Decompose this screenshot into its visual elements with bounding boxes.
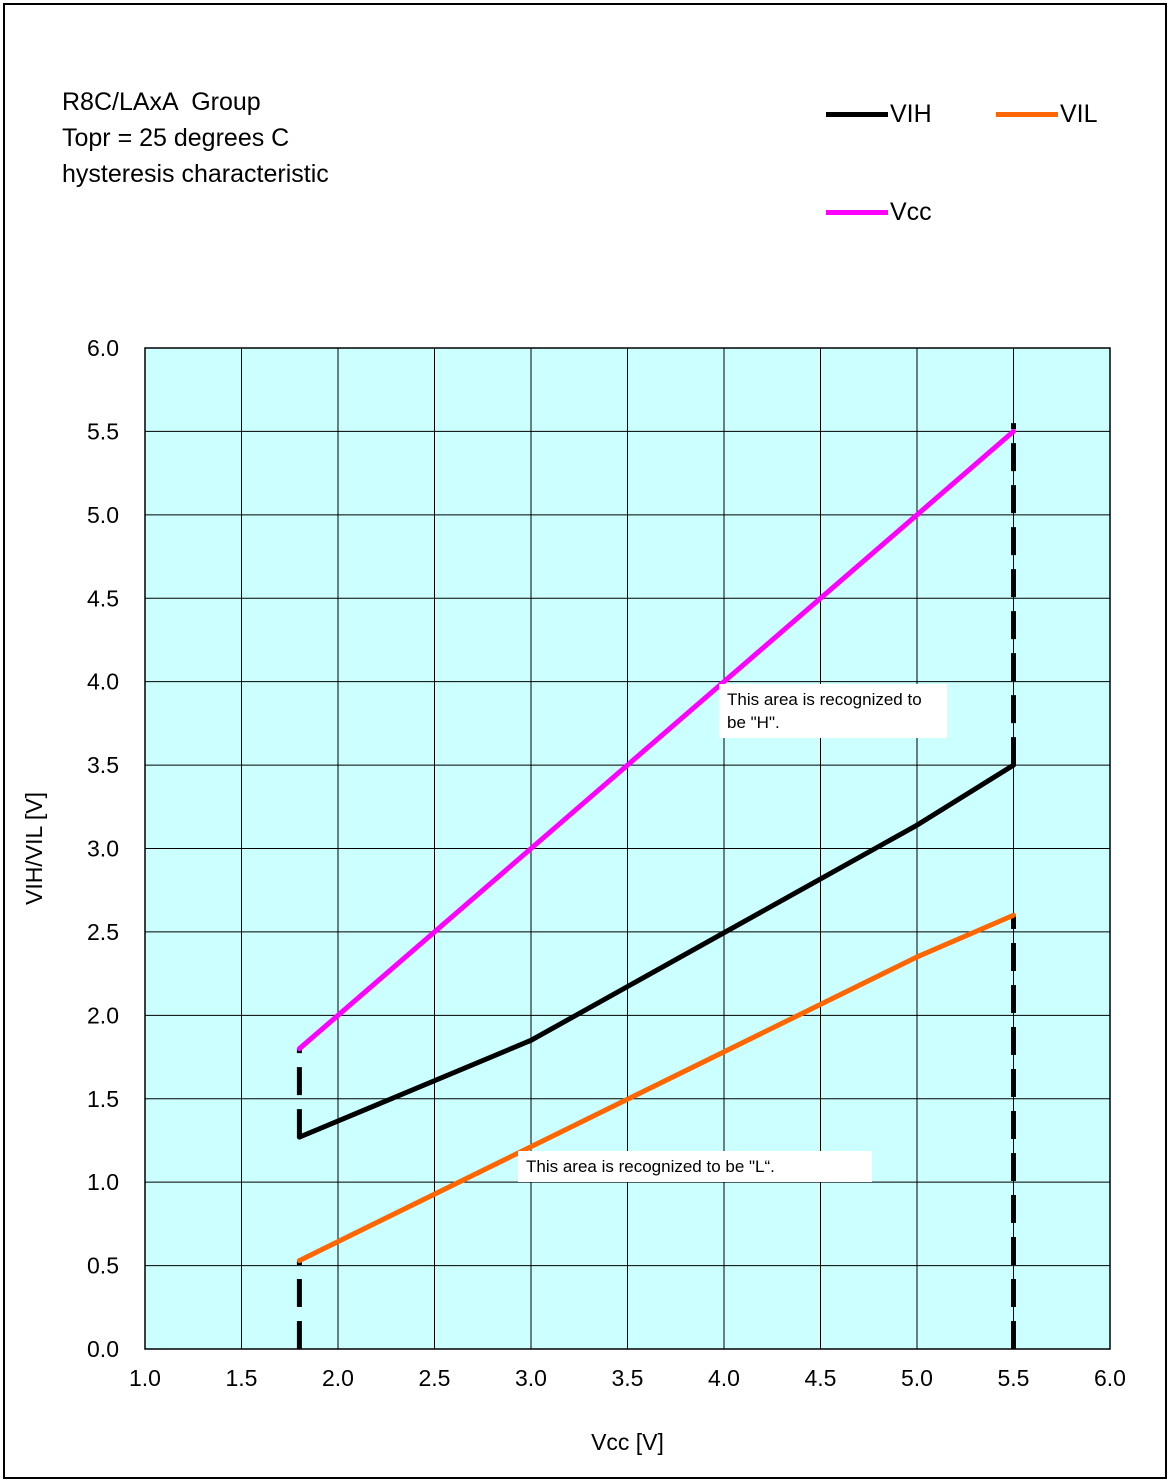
y-tick-label: 0.0 <box>87 1336 119 1362</box>
data-point-vcc <box>1011 428 1016 434</box>
x-tick-label: 1.5 <box>226 1365 258 1391</box>
legend-label-vih: VIH <box>890 100 932 128</box>
legend-swatch-vil <box>996 112 1058 117</box>
x-tick-label: 2.0 <box>322 1365 354 1391</box>
legend-item-vil: VIL <box>996 100 1098 129</box>
x-axis-title: Vcc [V] <box>591 1429 664 1455</box>
y-tick-label: 3.0 <box>87 836 119 862</box>
note-high-area: This area is recognized to be "H". <box>719 684 947 738</box>
y-tick-label: 3.5 <box>87 752 119 778</box>
chart-title-block: R8C/LAxA Group Topr = 25 degrees C hyste… <box>62 84 329 192</box>
y-tick-label: 5.0 <box>87 502 119 528</box>
y-tick-label: 4.5 <box>87 585 119 611</box>
legend-swatch-vih <box>826 112 888 117</box>
legend-label-vcc: Vcc <box>890 198 932 226</box>
y-tick-label: 0.5 <box>87 1253 119 1279</box>
x-tick-label: 5.5 <box>998 1365 1030 1391</box>
x-tick-label: 3.5 <box>612 1365 644 1391</box>
y-tick-label: 2.0 <box>87 1002 119 1028</box>
chart-title-line-1: R8C/LAxA Group <box>62 88 261 116</box>
data-point-vil <box>296 1258 302 1264</box>
data-point-vih <box>528 1037 534 1043</box>
data-point-vcc <box>296 1046 302 1052</box>
data-point-vil <box>1011 912 1016 918</box>
data-point-vih <box>914 822 920 828</box>
y-axis-title: VIH/VIL [V] <box>21 792 47 905</box>
y-tick-label: 4.0 <box>87 669 119 695</box>
note-low-area: This area is recognized to be "L“. <box>518 1151 872 1182</box>
x-tick-label: 1.0 <box>129 1365 161 1391</box>
y-tick-label: 1.5 <box>87 1086 119 1112</box>
chart-title-line-2: Topr = 25 degrees C <box>62 124 290 152</box>
series-line-vih <box>298 762 1015 1140</box>
legend-label-vil: VIL <box>1060 100 1098 128</box>
plot-border <box>144 347 1111 1350</box>
x-tick-label: 5.0 <box>901 1365 933 1391</box>
y-tick-label: 1.0 <box>87 1169 119 1195</box>
x-tick-label: 3.0 <box>515 1365 547 1391</box>
legend-item-vih: VIH <box>826 100 932 129</box>
data-point-vil <box>914 954 920 960</box>
y-tick-label: 6.0 <box>87 335 119 361</box>
chart-title-line-3: hysteresis characteristic <box>62 160 329 188</box>
x-tick-label: 4.5 <box>805 1365 837 1391</box>
y-tick-label: 2.5 <box>87 919 119 945</box>
legend-swatch-vcc <box>826 210 888 215</box>
x-tick-label: 4.0 <box>708 1365 740 1391</box>
series-line-vcc <box>297 429 1016 1051</box>
figure-frame <box>3 3 1167 1479</box>
x-tick-label: 6.0 <box>1094 1365 1126 1391</box>
data-point-vih <box>296 1134 302 1140</box>
legend-item-vcc: Vcc <box>826 198 932 227</box>
data-point-vih <box>1011 762 1016 768</box>
y-tick-label: 5.5 <box>87 418 119 444</box>
x-tick-label: 2.5 <box>419 1365 451 1391</box>
